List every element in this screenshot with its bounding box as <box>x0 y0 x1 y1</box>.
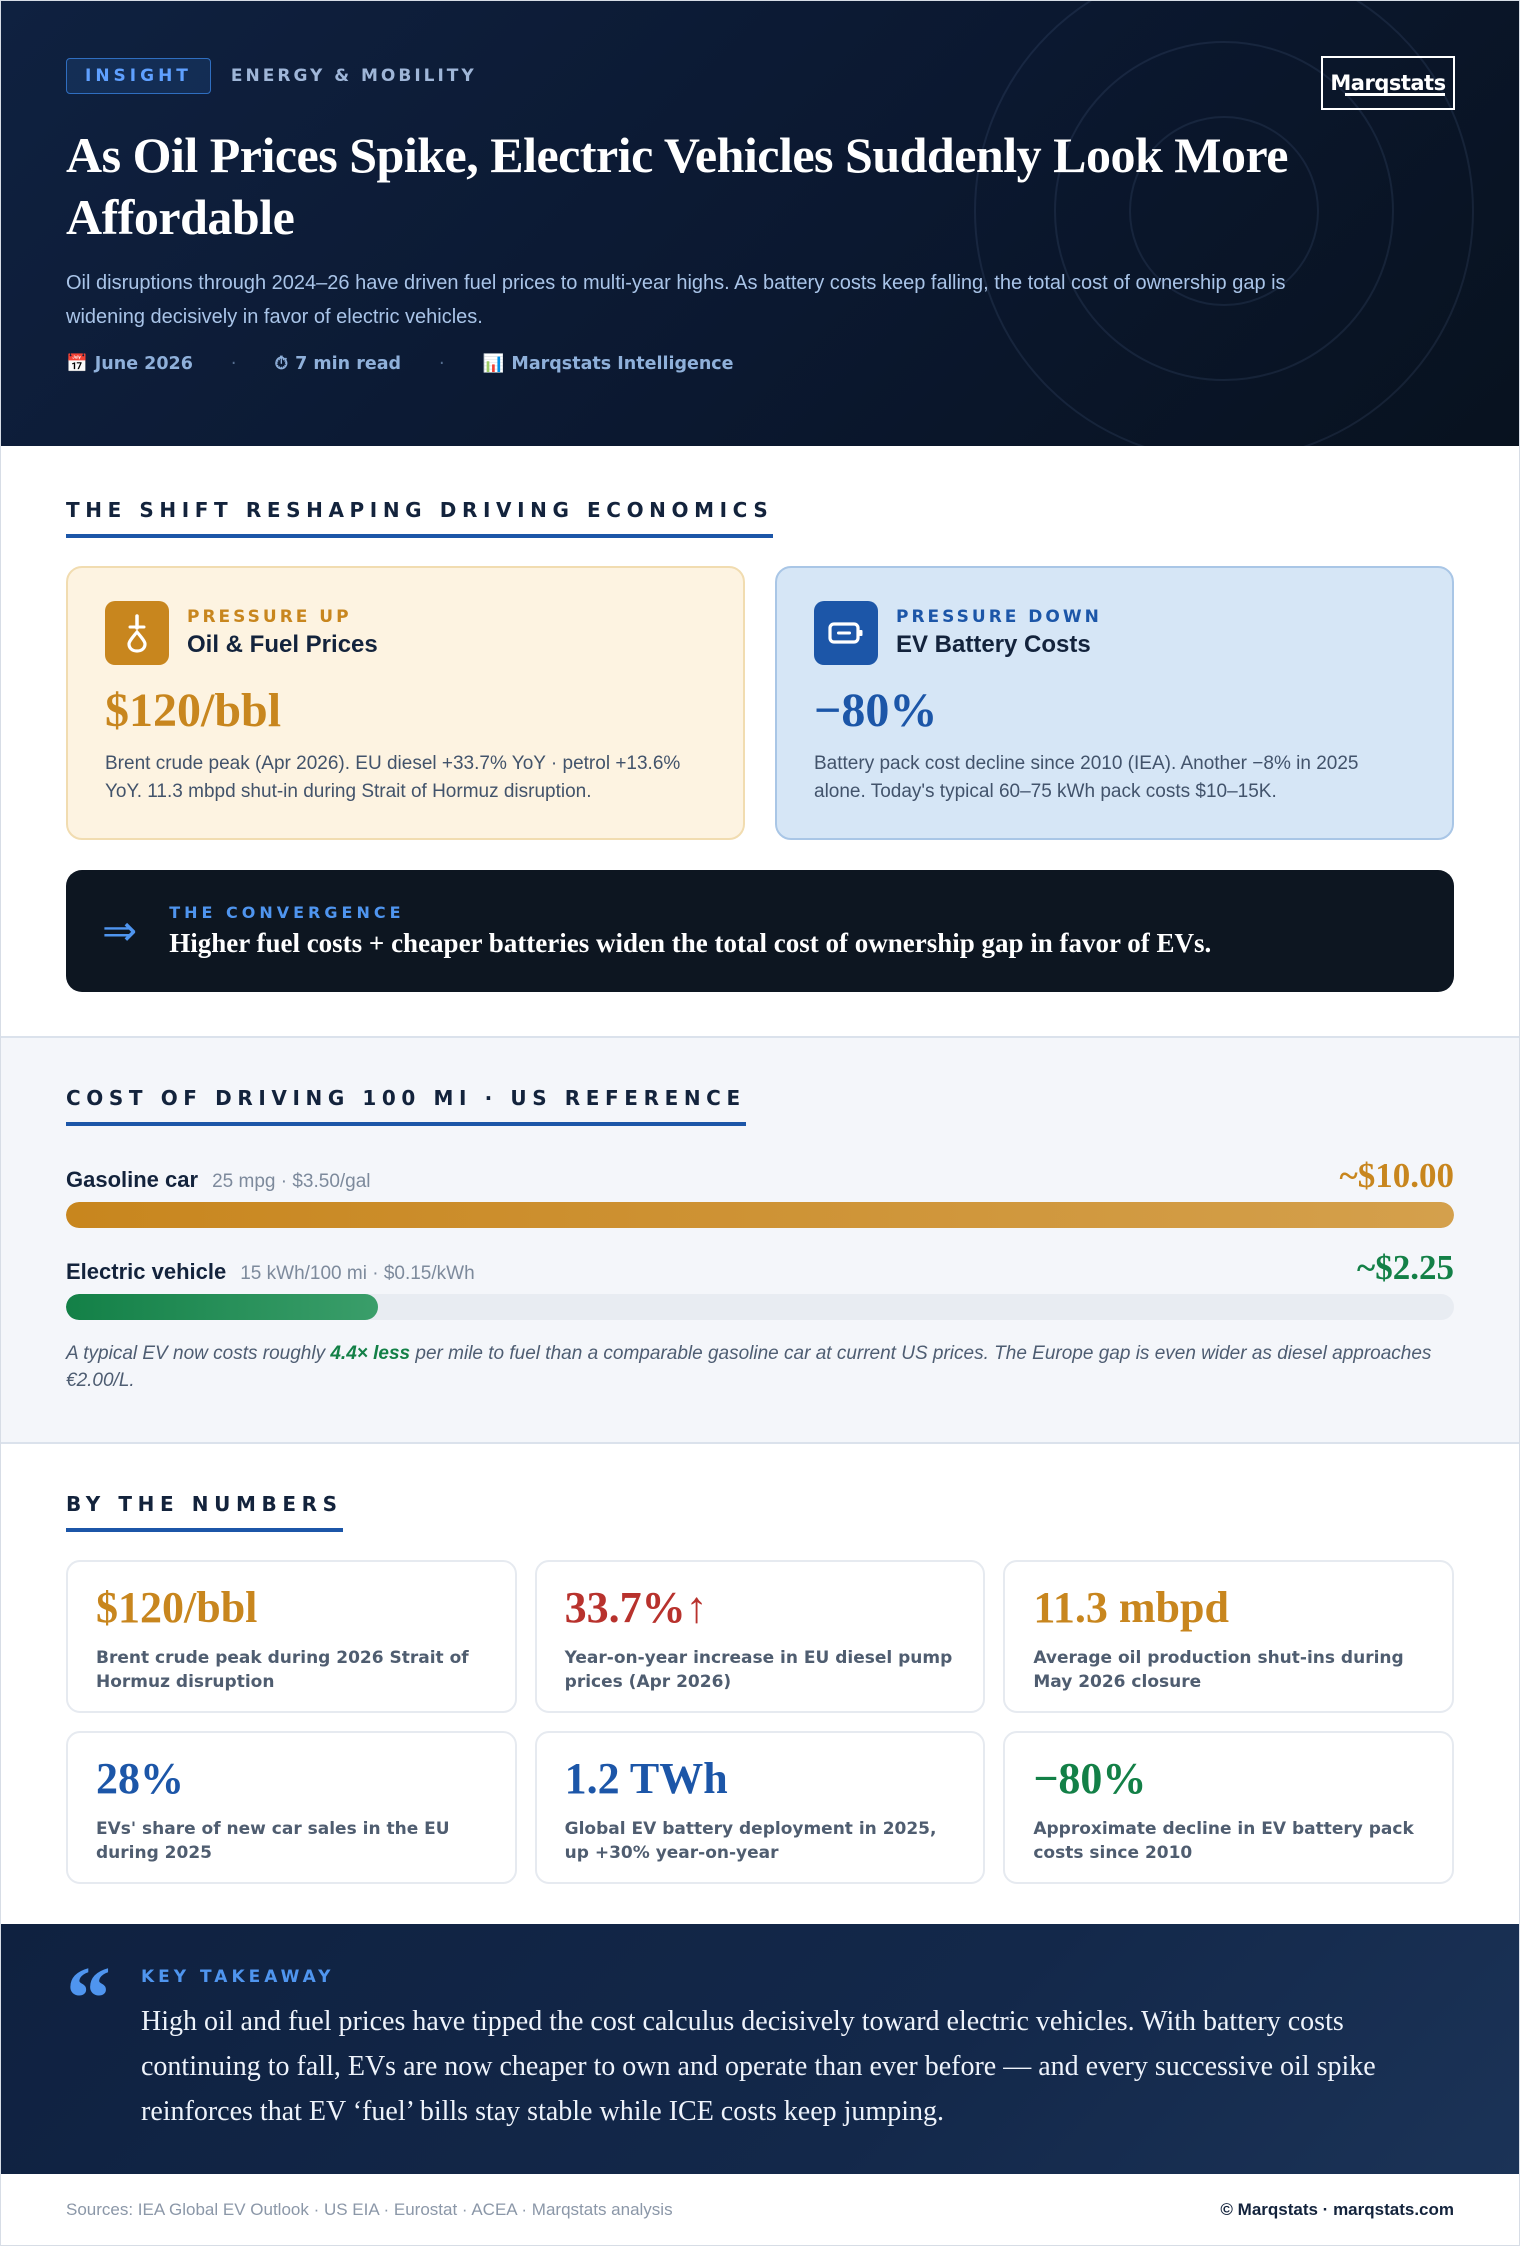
oil-drop-icon <box>105 601 169 665</box>
section-title-cost: COST OF DRIVING 100 MI · US REFERENCE <box>66 1086 746 1126</box>
copyright-text: © Marqstats · marqstats.com <box>1220 2199 1454 2219</box>
stat-value: 28% <box>96 1754 184 1803</box>
bar-chart-icon: 📊 <box>482 354 505 374</box>
cost-row-ev: Electric vehicle 15 kWh/100 mi · $0.15/kW… <box>66 1248 1454 1320</box>
cost-label-line: Electric vehicle 15 kWh/100 mi · $0.15/kW… <box>66 1248 1454 1288</box>
footer: Sources: IEA Global EV Outlook · US EIA … <box>1 2174 1519 2245</box>
cost-label: Electric vehicle <box>66 1259 227 1284</box>
card-kicker: PRESSURE DOWN <box>896 607 1102 627</box>
meta-read-time-text: 7 min read <box>295 354 402 374</box>
meta-date-text: June 2026 <box>94 354 193 374</box>
stat-card: 28% EVs' share of new car sales in the E… <box>66 1731 517 1884</box>
stat-label: Brent crude peak during 2026 Strait of H… <box>96 1648 469 1692</box>
logo-underline <box>1345 93 1445 96</box>
stat-label: Year-on-year increase in EU diesel pump … <box>564 1648 953 1692</box>
card-description: Brent crude peak (Apr 2026). EU diesel +… <box>105 753 681 802</box>
meta-author-text: Marqstats Intelligence <box>511 354 734 374</box>
card-header: PRESSURE UP Oil & Fuel Prices <box>105 601 706 665</box>
cost-value: ~$10.00 <box>1339 1156 1454 1195</box>
meta-separator: · <box>439 354 445 374</box>
card-name: Oil & Fuel Prices <box>187 631 378 658</box>
stat-value: $120/bbl <box>96 1583 258 1632</box>
stat-value: 33.7%↑ <box>564 1583 708 1632</box>
stat-label: EVs' share of new car sales in the EU du… <box>96 1819 450 1863</box>
page-title: As Oil Prices Spike, Electric Vehicles S… <box>66 127 1288 245</box>
note-pre: A typical EV now costs roughly <box>66 1343 331 1364</box>
meta-author: 📊 Marqstats Intelligence <box>483 354 734 374</box>
card-name: EV Battery Costs <box>896 631 1091 658</box>
cost-bar-track <box>66 1294 1454 1320</box>
cost-value: ~$2.25 <box>1357 1248 1454 1287</box>
stat-card: 11.3 mbpd Average oil production shut-in… <box>1003 1560 1454 1713</box>
stat-card: $120/bbl Brent crude peak during 2026 St… <box>66 1560 517 1713</box>
meta-date: 📅 June 2026 <box>66 354 193 374</box>
stat-card: 1.2 TWh Global EV battery deployment in … <box>534 1731 986 1884</box>
card-headline-value: $120/bbl <box>105 684 282 737</box>
meta-separator: · <box>230 354 237 374</box>
card-kicker: PRESSURE UP <box>187 607 352 627</box>
stat-label: Approximate decline in EV battery pack c… <box>1033 1819 1414 1863</box>
convergence-text: Higher fuel costs + cheaper batteries wi… <box>169 928 1212 958</box>
shift-section: THE SHIFT RESHAPING DRIVING ECONOMICS PR… <box>1 446 1519 1036</box>
stat-value: −80% <box>1033 1754 1147 1803</box>
hero-banner: INSIGHT ENERGY & MOBILITY Marqstats As O… <box>1 1 1519 446</box>
section-title-numbers: BY THE NUMBERS <box>66 1492 343 1532</box>
cost-label-group: Gasoline car 25 mpg · $3.50/gal <box>66 1167 371 1193</box>
tag-row: INSIGHT ENERGY & MOBILITY <box>66 58 1454 94</box>
stat-card: 33.7%↑ Year-on-year increase in EU diese… <box>534 1560 986 1713</box>
convergence-content: THE CONVERGENCE Higher fuel costs + chea… <box>169 903 1211 959</box>
convergence-kicker: THE CONVERGENCE <box>169 903 405 922</box>
stat-label: Average oil production shut-ins during M… <box>1033 1648 1404 1692</box>
cost-bar-track <box>66 1202 1454 1228</box>
card-titles: PRESSURE DOWN EV Battery Costs <box>896 607 1102 659</box>
cost-comparison: Gasoline car 25 mpg · $3.50/gal ~$10.00 E… <box>66 1156 1454 1320</box>
cost-sublabel: 15 kWh/100 mi · $0.15/kWh <box>240 1263 475 1284</box>
stat-label: Global EV battery deployment in 2025, up… <box>564 1819 937 1863</box>
meta-row: 📅 June 2026 · ⏱ 7 min read · 📊 Marqstats In… <box>66 354 1454 374</box>
stat-value: 11.3 mbpd <box>1033 1583 1229 1632</box>
numbers-section: BY THE NUMBERS $120/bbl Brent crude peak… <box>1 1444 1519 1924</box>
cost-sublabel: 25 mpg · $3.50/gal <box>212 1171 371 1192</box>
stats-grid: $120/bbl Brent crude peak during 2026 St… <box>66 1560 1454 1884</box>
cost-section: COST OF DRIVING 100 MI · US REFERENCE Ga… <box>1 1036 1519 1444</box>
cost-bar-fill-ev <box>66 1294 379 1320</box>
cost-footnote: A typical EV now costs roughly 4.4× less… <box>66 1340 1454 1394</box>
card-headline-value: −80% <box>814 684 938 737</box>
takeaway-content: KEY TAKEAWAY High oil and fuel prices ha… <box>141 1964 1441 2174</box>
takeaway-kicker: KEY TAKEAWAY <box>141 1967 335 1987</box>
logo-wordmark: Marqstats <box>1330 71 1446 95</box>
key-takeaway: “ KEY TAKEAWAY High oil and fuel prices … <box>1 1924 1519 2174</box>
cost-label-group: Electric vehicle 15 kWh/100 mi · $0.15/kW… <box>66 1259 475 1285</box>
ev-battery-card: PRESSURE DOWN EV Battery Costs −80% Batt… <box>775 566 1454 840</box>
section-title-shift: THE SHIFT RESHAPING DRIVING ECONOMICS <box>66 498 774 538</box>
marqstats-logo: Marqstats <box>1321 56 1455 110</box>
note-highlight: 4.4× less <box>330 1343 411 1364</box>
quote-icon: “ <box>66 1949 111 2048</box>
convergence-banner: ⇒ THE CONVERGENCE Higher fuel costs + ch… <box>66 870 1454 992</box>
card-titles: PRESSURE UP Oil & Fuel Prices <box>187 607 378 659</box>
stopwatch-icon: ⏱ <box>274 354 289 374</box>
sources-text: Sources: IEA Global EV Outlook · US EIA … <box>66 2199 673 2219</box>
cost-row-gasoline: Gasoline car 25 mpg · $3.50/gal ~$10.00 <box>66 1156 1454 1228</box>
stat-value: 1.2 TWh <box>564 1754 728 1803</box>
cost-label: Gasoline car <box>66 1167 199 1192</box>
meta-read-time: ⏱ 7 min read <box>274 354 401 374</box>
page-subtitle: Oil disruptions through 2024–26 have dri… <box>66 272 1286 328</box>
double-arrow-icon: ⇒ <box>102 907 138 954</box>
oil-prices-card: PRESSURE UP Oil & Fuel Prices $120/bbl B… <box>66 566 745 840</box>
insight-badge: INSIGHT <box>66 58 211 94</box>
calendar-icon: 📅 <box>66 354 88 374</box>
takeaway-text: High oil and fuel prices have tipped the… <box>141 2006 1376 2127</box>
decorative-rings <box>974 1 1474 446</box>
cost-bar-fill-gasoline <box>66 1202 1454 1228</box>
cost-label-line: Gasoline car 25 mpg · $3.50/gal ~$10.00 <box>66 1156 1454 1196</box>
card-header: PRESSURE DOWN EV Battery Costs <box>814 601 1415 665</box>
note-post: per mile to fuel than a comparable gasol… <box>66 1343 1432 1391</box>
battery-icon <box>814 601 878 665</box>
card-description: Battery pack cost decline since 2010 (IE… <box>814 753 1359 802</box>
pressure-cards: PRESSURE UP Oil & Fuel Prices $120/bbl B… <box>66 566 1454 840</box>
category-label: ENERGY & MOBILITY <box>230 66 477 86</box>
stat-card: −80% Approximate decline in EV battery p… <box>1003 1731 1454 1884</box>
